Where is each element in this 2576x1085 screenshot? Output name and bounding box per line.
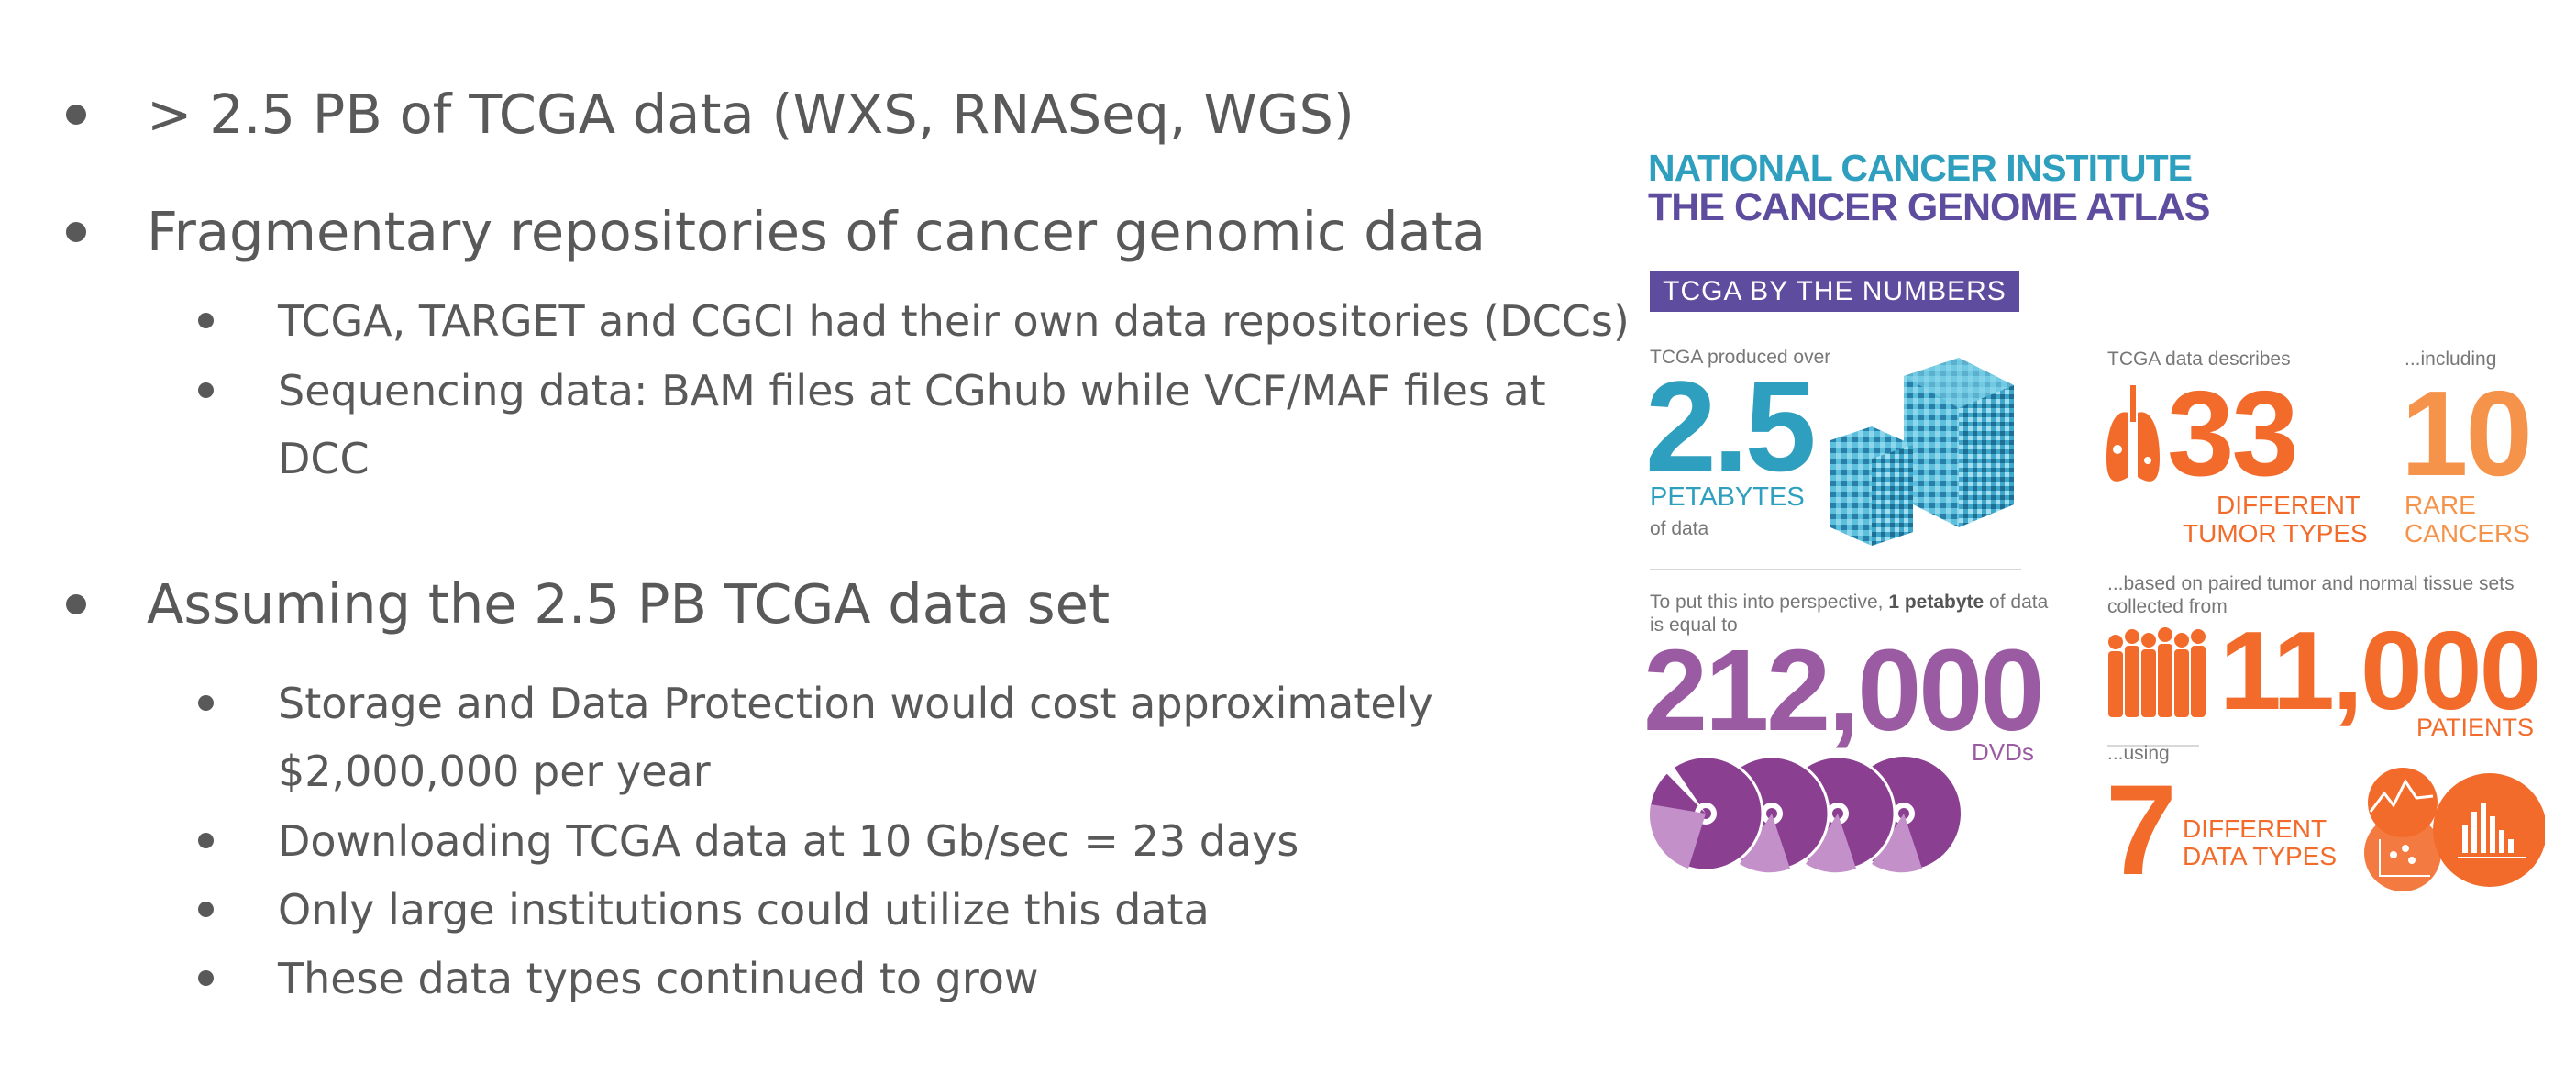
tcga-header: THE CANCER GENOME ATLAS <box>1648 185 2210 229</box>
perspective-bold: 1 petabyte <box>1888 592 1985 613</box>
data-types-value: 7 <box>2106 758 2177 902</box>
dvd-discs-icon <box>1647 755 1961 873</box>
numbers-banner-label: TCGA BY THE NUMBERS <box>1663 276 2007 306</box>
bullet-3-1-line1: Storage and Data Protection would cost a… <box>278 679 1433 728</box>
sub-bullet-dot <box>198 695 214 711</box>
perspective-text-line2: is equal to <box>1650 614 1738 636</box>
nci-header: NATIONAL CANCER INSTITUTE <box>1648 147 2193 189</box>
of-data-text: of data <box>1650 518 1709 539</box>
rare-cancers-label-2: CANCERS <box>2405 519 2530 548</box>
bullet-1: > 2.5 PB of TCGA data (WXS, RNASeq, WGS) <box>147 83 1354 146</box>
perspective-pre: To put this into perspective, <box>1650 592 1884 613</box>
lungs-icon <box>2106 385 2160 482</box>
data-types-label-1: DIFFERENT <box>2183 814 2327 843</box>
patients-value: 11,000 <box>2219 608 2541 733</box>
bullet-dot <box>66 105 86 125</box>
data-cubes-icon <box>1830 358 2014 546</box>
sub-bullet-dot <box>198 313 214 328</box>
sub-bullet-dot <box>198 902 214 917</box>
describes-text: TCGA data describes <box>2107 349 2291 370</box>
sub-bullet-dot <box>198 382 214 398</box>
bullet-3-4: These data types continued to grow <box>278 954 1039 1003</box>
rare-cancers-label-1: RARE <box>2405 491 2476 519</box>
petabytes-value: 2.5 <box>1645 354 1817 498</box>
divider-right <box>2107 745 2199 747</box>
perspective-post: of data <box>1989 592 2049 613</box>
numbers-banner: TCGA BY THE NUMBERS <box>1650 271 2019 312</box>
bullet-2-2-line2: DCC <box>278 434 370 483</box>
based-on-text-line2: collected from <box>2107 596 2228 617</box>
using-text: ...using <box>2107 743 2170 764</box>
produced-over-text: TCGA produced over <box>1650 347 1831 368</box>
bullet-2: Fragmentary repositories of cancer genom… <box>147 200 1487 263</box>
dvds-label: DVDs <box>1972 738 2034 766</box>
bullet-3-2: Downloading TCGA data at 10 Gb/sec = 23 … <box>278 816 1299 866</box>
tumor-types-label-2: TUMOR TYPES <box>2183 519 2368 548</box>
perspective-text-line1: To put this into perspective, 1 petabyte… <box>1650 592 2048 614</box>
petabytes-label: PETABYTES <box>1650 482 1805 512</box>
bullet-dot <box>66 222 86 242</box>
sub-bullet-dot <box>198 833 214 848</box>
tumor-types-value: 33 <box>2167 366 2299 501</box>
bullet-list: > 2.5 PB of TCGA data (WXS, RNASeq, WGS)… <box>66 83 1630 1003</box>
sub-bullet-dot <box>198 970 214 986</box>
data-types-label-2: DATA TYPES <box>2183 842 2338 870</box>
including-text: ...including <box>2405 349 2497 370</box>
bullet-3: Assuming the 2.5 PB TCGA data set <box>147 572 1111 636</box>
tcga-infographic: NATIONAL CANCER INSTITUTE THE CANCER GEN… <box>1632 0 2576 1085</box>
tumor-types-label-1: DIFFERENT <box>2217 491 2361 519</box>
bullet-dot <box>66 594 86 614</box>
dvds-value: 212,000 <box>1643 626 2044 755</box>
rare-cancers-value: 10 <box>2401 366 2533 501</box>
bullet-2-2-line1: Sequencing data: BAM files at CGhub whil… <box>278 366 1546 415</box>
patients-label: PATIENTS <box>2416 714 2535 741</box>
crowd-icon <box>2108 627 2206 717</box>
divider-left <box>1650 569 2021 570</box>
bullet-2-1: TCGA, TARGET and CGCI had their own data… <box>278 296 1630 346</box>
data-charts-icon <box>2364 768 2545 891</box>
bullet-3-1-line2: $2,000,000 per year <box>278 747 711 796</box>
based-on-text-line1: ...based on paired tumor and normal tiss… <box>2107 573 2515 594</box>
bullet-3-3: Only large institutions could utilize th… <box>278 885 1210 935</box>
